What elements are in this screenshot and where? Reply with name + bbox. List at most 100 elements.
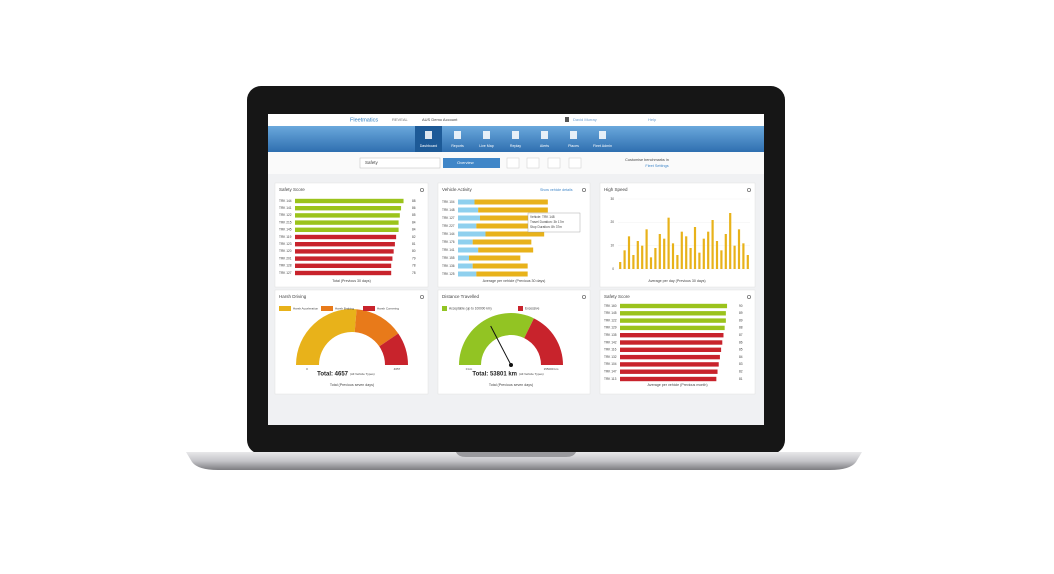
bar (680, 231, 683, 269)
bar-value: 81 (412, 242, 416, 246)
bar (620, 311, 726, 316)
bar (693, 227, 697, 269)
nav-item: Fleet Admin (593, 144, 612, 148)
legend-swatch (279, 306, 291, 311)
bar (636, 241, 639, 269)
panel-title: Vehicle Activity (442, 187, 473, 192)
panel-footer: Average per vehicle (Previous 30 days) (483, 279, 546, 283)
bar-value: 81 (739, 377, 743, 381)
view-button[interactable] (443, 158, 500, 168)
bar-label: TRK 145 (279, 228, 292, 232)
bar-segment (458, 199, 475, 205)
panel-settings[interactable] (419, 294, 424, 299)
view-button-label: Overview (457, 160, 474, 165)
legend-label: Harsh Acceleration (293, 306, 319, 310)
y-tick-label: 20 (610, 220, 614, 224)
nav-item: Reports (451, 144, 464, 148)
bar-label: TRK 227 (442, 224, 455, 228)
bar-label: TRK 142 (604, 340, 617, 344)
legend-label: Harsh Cornering (377, 306, 399, 310)
nav-item: Live Map (479, 144, 494, 148)
bar (295, 227, 399, 232)
bar-value: 83 (739, 362, 743, 366)
dashboard-select-label: Safety (365, 160, 379, 165)
bar (742, 243, 745, 269)
panel (437, 289, 591, 395)
bar-label: TRK 147 (604, 370, 617, 374)
bar-label: TRK 141 (442, 248, 455, 252)
bar-value: 86 (412, 206, 416, 210)
bar-segment (472, 239, 532, 245)
bar-label: TRK 144 (279, 199, 292, 203)
print-button[interactable] (568, 157, 582, 169)
bar-value: 82 (739, 370, 743, 374)
panel-title: Distance Travelled (442, 294, 480, 299)
bar-value: 85 (739, 348, 743, 352)
bar (733, 245, 736, 269)
bar-label: TRK 135 (604, 333, 617, 337)
bar-value: 89 (739, 311, 743, 315)
bar (715, 241, 719, 269)
tooltip-line: Vehicle: TRK 148 (530, 215, 555, 219)
share-button[interactable] (547, 157, 561, 169)
benchmark-note: Customise benchmarks in (625, 158, 669, 162)
bar (295, 198, 404, 204)
bar-label: TRK 123 (279, 242, 292, 246)
bar-label: TRK 122 (604, 318, 617, 322)
bar (685, 236, 688, 269)
settings-button[interactable] (526, 157, 540, 169)
product: REVEAL (392, 117, 409, 122)
help[interactable]: Help (648, 117, 657, 122)
panel-title: Safety Score (279, 187, 305, 192)
edit-button[interactable] (506, 157, 520, 169)
details-link: Show vehicle details (540, 188, 573, 192)
dashboard-select[interactable] (359, 157, 441, 169)
legend-swatch (321, 306, 333, 311)
gauge-acceptable (459, 313, 534, 365)
panel-settings[interactable] (419, 187, 424, 192)
bar (620, 369, 718, 374)
bar-label: TRK 145 (604, 311, 617, 315)
tooltip-line: Stop Duration: 8h 37m (530, 225, 562, 229)
bar (737, 229, 741, 269)
bar-segment (478, 247, 534, 253)
account[interactable]: AUS Demo Account (422, 117, 458, 122)
bar (649, 257, 653, 269)
panel-settings[interactable] (747, 294, 752, 299)
bar (620, 376, 717, 382)
benchmark-link[interactable]: Fleet Settings (645, 164, 668, 168)
bar-label: TRK 120 (279, 249, 292, 253)
nav-icon (425, 131, 432, 139)
bar (698, 252, 701, 269)
nav-icon (512, 131, 519, 139)
bar-segment (474, 199, 548, 205)
bar (627, 236, 631, 269)
bar (295, 234, 397, 240)
bar-segment (458, 247, 479, 253)
panel-footer: Total (Previous 30 days) (332, 279, 371, 283)
panel-settings[interactable] (582, 294, 587, 299)
bar (729, 213, 732, 269)
legend-label: Harsh Braking (335, 306, 354, 310)
bar-segment (458, 271, 477, 277)
bar (295, 206, 402, 211)
tooltip (527, 212, 581, 233)
laptop-base (186, 452, 862, 470)
bar-value: 88 (412, 199, 416, 203)
bar-label: TRK 155 (442, 256, 455, 260)
bar-value: 80 (412, 249, 416, 253)
bar-label: TRK 160 (604, 304, 617, 308)
bar-label: TRK 122 (279, 213, 292, 217)
bar-label: TRK 113 (604, 377, 617, 381)
bar-label: TRK 104 (604, 362, 617, 366)
nav-icon (541, 131, 548, 139)
bar (645, 229, 648, 269)
panel-settings[interactable] (582, 187, 587, 192)
panel-settings[interactable] (747, 187, 752, 192)
user[interactable]: David Murray (573, 117, 597, 122)
bar (619, 262, 622, 269)
bar-value: 86 (739, 340, 743, 344)
bar-value: 78 (412, 271, 416, 275)
legend-swatch (363, 306, 375, 311)
